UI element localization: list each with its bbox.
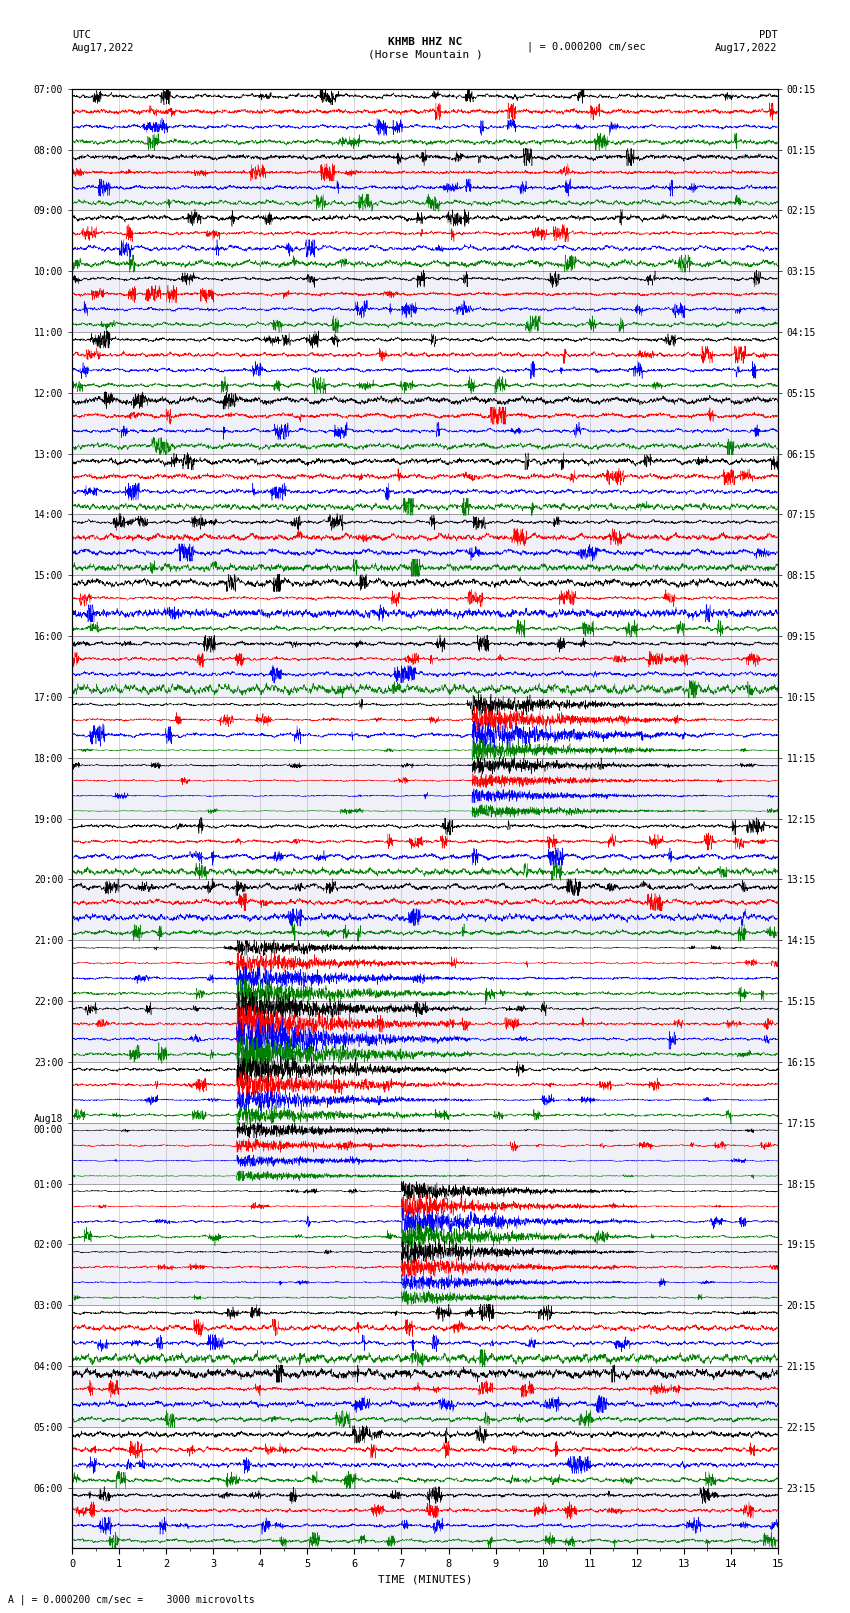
- Text: | = 0.000200 cm/sec: | = 0.000200 cm/sec: [527, 40, 646, 52]
- Text: A | = 0.000200 cm/sec =    3000 microvolts: A | = 0.000200 cm/sec = 3000 microvolts: [8, 1594, 255, 1605]
- Bar: [72, 150, 778, 210]
- Bar: [72, 879, 778, 940]
- Text: Aug17,2022: Aug17,2022: [72, 44, 135, 53]
- Text: UTC: UTC: [72, 31, 91, 40]
- Bar: [72, 1123, 778, 1184]
- Bar: [72, 394, 778, 453]
- Text: (Horse Mountain ): (Horse Mountain ): [367, 50, 483, 60]
- Bar: [72, 515, 778, 576]
- Bar: [72, 1244, 778, 1305]
- Bar: [72, 636, 778, 697]
- Bar: [72, 1366, 778, 1428]
- Text: KHMB HHZ NC: KHMB HHZ NC: [388, 37, 462, 47]
- Bar: [72, 758, 778, 819]
- Text: PDT: PDT: [759, 31, 778, 40]
- Text: Aug17,2022: Aug17,2022: [715, 44, 778, 53]
- Bar: [72, 271, 778, 332]
- X-axis label: TIME (MINUTES): TIME (MINUTES): [377, 1574, 473, 1584]
- Bar: [72, 1487, 778, 1548]
- Bar: [72, 1002, 778, 1061]
